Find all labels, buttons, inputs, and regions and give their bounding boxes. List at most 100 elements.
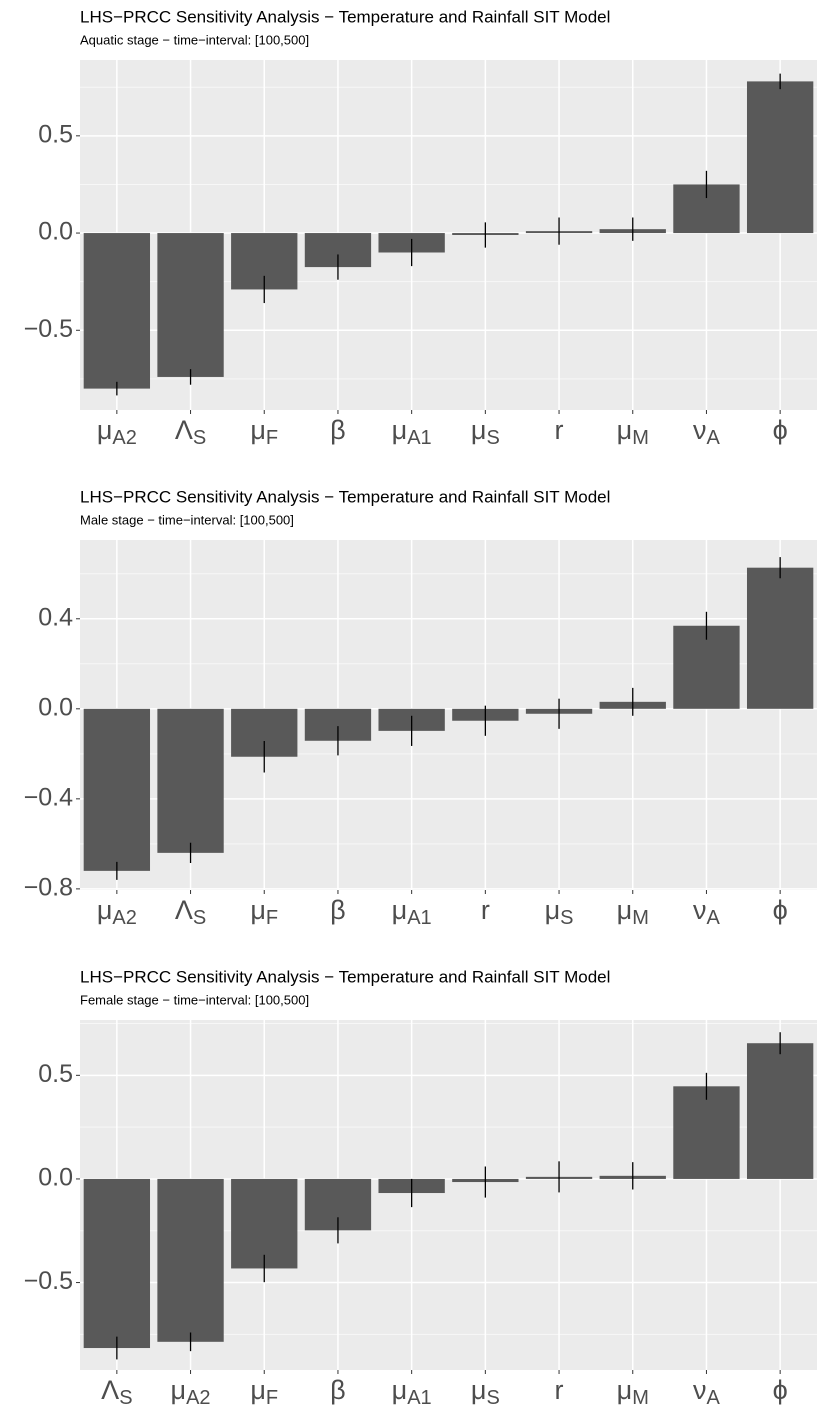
category-symbol: ν: [693, 415, 707, 445]
x-tick-label: r: [481, 895, 490, 925]
chart: LHS−PRCC Sensitivity Analysis − Temperat…: [24, 7, 817, 449]
chart-subtitle: Aquatic stage − time−interval: [100,500]: [80, 32, 309, 47]
category-symbol: μ: [617, 1375, 633, 1405]
x-tick-label: μS: [471, 415, 500, 449]
bar: [746, 1043, 814, 1179]
chart: LHS−PRCC Sensitivity Analysis − Temperat…: [24, 487, 817, 929]
bar: [157, 708, 224, 853]
category-subscript: A: [707, 1387, 721, 1409]
category-symbol: μ: [392, 415, 408, 445]
category-subscript: S: [119, 1387, 132, 1409]
y-tick-label: −0.5: [24, 1267, 73, 1295]
category-subscript: A: [707, 907, 721, 929]
category-subscript: F: [266, 907, 278, 929]
chart: LHS−PRCC Sensitivity Analysis − Temperat…: [24, 967, 817, 1409]
category-subscript: S: [193, 907, 206, 929]
x-tick-label: ΛS: [101, 1375, 132, 1409]
x-tick-label: r: [555, 415, 564, 445]
x-tick-label: β: [330, 895, 346, 925]
category-subscript: M: [632, 1387, 649, 1409]
y-tick-label: 0.5: [38, 120, 73, 148]
category-subscript: A: [707, 427, 721, 449]
category-symbol: r: [555, 1375, 564, 1405]
x-tick-label: μM: [617, 895, 649, 929]
x-tick-label: μM: [617, 415, 649, 449]
category-symbol: β: [330, 415, 346, 445]
category-symbol: μ: [97, 895, 113, 925]
bar: [157, 233, 224, 377]
chart-title: LHS−PRCC Sensitivity Analysis − Temperat…: [80, 967, 610, 986]
x-tick-label: μF: [250, 895, 278, 929]
category-symbol: β: [330, 895, 346, 925]
x-tick-label: ϕ: [773, 895, 788, 925]
x-tick-label: μF: [250, 415, 278, 449]
x-tick-label: νA: [693, 895, 721, 929]
y-tick-label: 0.0: [38, 218, 73, 246]
category-symbol: μ: [171, 1375, 187, 1405]
category-subscript: F: [266, 1387, 278, 1409]
x-tick-label: r: [555, 1375, 564, 1405]
category-symbol: Λ: [101, 1375, 119, 1405]
category-subscript: S: [486, 427, 499, 449]
y-tick-label: 0.4: [38, 603, 73, 631]
bar: [673, 1086, 740, 1179]
category-subscript: A2: [112, 427, 136, 449]
category-subscript: M: [632, 907, 649, 929]
x-tick-label: μS: [545, 895, 574, 929]
bar: [83, 708, 151, 871]
x-tick-label: ΛS: [175, 415, 206, 449]
category-symbol: ϕ: [773, 895, 788, 925]
category-symbol: μ: [97, 415, 113, 445]
category-symbol: μ: [392, 895, 408, 925]
category-symbol: μ: [250, 415, 266, 445]
category-subscript: S: [486, 1387, 499, 1409]
x-tick-label: ϕ: [773, 415, 788, 445]
x-tick-label: μA2: [97, 415, 137, 449]
x-tick-label: μM: [617, 1375, 649, 1409]
category-symbol: μ: [250, 895, 266, 925]
x-tick-label: μA2: [171, 1375, 211, 1409]
x-tick-label: μF: [250, 1375, 278, 1409]
category-symbol: μ: [471, 1375, 487, 1405]
y-tick-label: −0.4: [24, 783, 73, 811]
x-tick-label: β: [330, 1375, 346, 1405]
category-subscript: A1: [407, 907, 431, 929]
y-tick-label: −0.5: [24, 315, 73, 343]
category-subscript: A2: [186, 1387, 210, 1409]
category-symbol: β: [330, 1375, 346, 1405]
x-tick-label: νA: [693, 1375, 721, 1409]
category-symbol: r: [481, 895, 490, 925]
category-symbol: ν: [693, 1375, 707, 1405]
x-tick-label: β: [330, 415, 346, 445]
category-symbol: μ: [617, 895, 633, 925]
y-tick-label: −0.8: [24, 873, 73, 901]
category-symbol: Λ: [175, 895, 193, 925]
chart-subtitle: Female stage − time−interval: [100,500]: [80, 992, 309, 1007]
x-tick-label: μA1: [392, 1375, 432, 1409]
category-subscript: F: [266, 427, 278, 449]
category-subscript: M: [632, 427, 649, 449]
x-tick-label: μA1: [392, 415, 432, 449]
bar: [746, 567, 814, 709]
x-tick-label: μS: [471, 1375, 500, 1409]
bar: [157, 1178, 224, 1342]
chart-title: LHS−PRCC Sensitivity Analysis − Temperat…: [80, 487, 610, 506]
category-symbol: μ: [250, 1375, 266, 1405]
category-subscript: A2: [112, 907, 136, 929]
x-tick-label: ΛS: [175, 895, 206, 929]
category-subscript: S: [560, 907, 573, 929]
x-tick-label: νA: [693, 415, 721, 449]
category-subscript: S: [193, 427, 206, 449]
bar: [83, 1178, 151, 1349]
category-symbol: ν: [693, 895, 707, 925]
category-symbol: r: [555, 415, 564, 445]
category-subscript: A1: [407, 427, 431, 449]
category-symbol: μ: [545, 895, 561, 925]
chart-subtitle: Male stage − time−interval: [100,500]: [80, 512, 294, 527]
x-tick-label: ϕ: [773, 1375, 788, 1405]
bar: [83, 233, 151, 389]
y-tick-label: 0.0: [38, 1164, 73, 1192]
category-symbol: Λ: [175, 415, 193, 445]
x-tick-label: μA1: [392, 895, 432, 929]
